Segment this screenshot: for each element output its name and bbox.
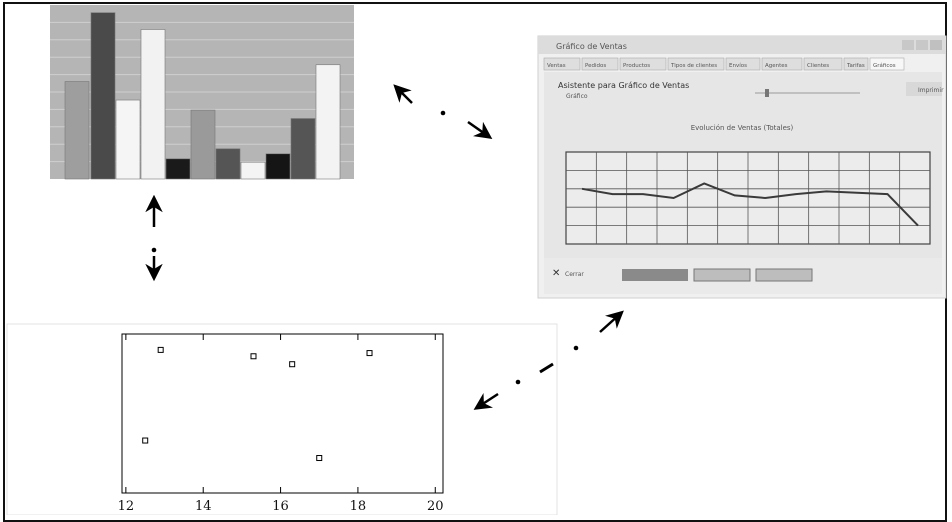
tab-label: Ventas — [547, 63, 566, 69]
close-window-button[interactable] — [930, 40, 942, 50]
bar-chart-thumbnail — [50, 5, 354, 180]
scatter-point — [366, 350, 373, 357]
bar — [64, 81, 90, 180]
tab-label: Pedidos — [585, 63, 606, 69]
window-controls — [902, 40, 942, 50]
scatter-point — [142, 437, 149, 444]
print-button-label: Imprimir — [918, 87, 944, 94]
bar — [115, 99, 141, 180]
arrow-to-bar-chart — [393, 84, 413, 104]
bar — [140, 29, 166, 180]
x-tick-label: 18 — [350, 499, 367, 514]
line-chart-title: Evolución de Ventas (Totales) — [691, 124, 794, 132]
window-heading: Asistente para Gráfico de Ventas — [558, 81, 689, 90]
tab-label: Agentes — [765, 63, 788, 69]
maximize-button[interactable] — [916, 40, 928, 50]
scatter-points — [142, 346, 373, 462]
tab[interactable] — [761, 57, 803, 71]
tab[interactable] — [843, 57, 869, 71]
tab-label: Clientes — [807, 63, 829, 69]
tab[interactable] — [803, 57, 843, 71]
tab[interactable] — [581, 57, 619, 71]
bar — [265, 153, 291, 180]
arrow-dot — [440, 110, 446, 116]
bar — [240, 161, 266, 180]
scatter-x-axis: 12 14 16 18 20 — [118, 334, 444, 514]
x-tick-label: 20 — [427, 499, 444, 514]
bar — [290, 118, 316, 180]
minimize-button[interactable] — [902, 40, 914, 50]
tab-label: Envíos — [729, 62, 747, 69]
bar-chart-bars — [64, 12, 341, 180]
x-tick-label: 14 — [195, 499, 212, 514]
arrow-dot-vertical — [151, 247, 157, 253]
bar — [315, 64, 341, 180]
tab[interactable] — [619, 57, 667, 71]
arrow-dot-lower-1 — [573, 345, 579, 351]
zoom-slider-thumb[interactable] — [765, 89, 769, 97]
tab[interactable] — [869, 57, 905, 71]
line-chart-grid — [566, 152, 930, 244]
tab-label: Productos — [623, 63, 650, 69]
bar — [190, 109, 216, 180]
tab[interactable] — [667, 57, 725, 71]
scatter-chart: 12 14 16 18 20 — [6, 323, 558, 515]
scatter-plot-area — [121, 333, 444, 494]
footer-select-2[interactable] — [693, 268, 751, 282]
window-title: Gráfico de Ventas — [556, 42, 627, 51]
arrows — [145, 84, 624, 410]
tab-label: Tipos de clientes — [670, 63, 717, 69]
footer-select-3[interactable] — [755, 268, 813, 282]
bar — [165, 158, 191, 180]
close-x-icon[interactable]: ✕ — [552, 268, 560, 279]
sales-window-thumbnail: Gráfico de Ventas Ventas Pedidos Productos… — [537, 35, 947, 299]
bar — [90, 12, 116, 180]
arrow-to-window — [467, 120, 493, 140]
arrow-to-window-lower — [599, 310, 624, 333]
x-tick-label: 16 — [272, 499, 289, 514]
arrow-dot-lower-2 — [515, 379, 521, 385]
bar — [215, 148, 241, 180]
scatter-point — [289, 361, 296, 368]
sales-line — [581, 182, 919, 227]
tab-label: Tarifas — [846, 63, 865, 69]
scatter-point — [157, 346, 164, 353]
close-button-label[interactable]: Cerrar — [565, 271, 584, 278]
tab[interactable] — [543, 57, 581, 71]
print-button[interactable] — [906, 82, 942, 96]
arrow-to-scatter — [473, 392, 499, 410]
scatter-point — [250, 353, 257, 360]
footer-select-1[interactable] — [622, 269, 688, 281]
line-chart-series — [581, 182, 919, 227]
scatter-point — [316, 455, 323, 462]
tab[interactable] — [725, 57, 761, 71]
window-tabs: Ventas Pedidos Productos Tipos de clientes E… — [543, 57, 905, 71]
window-titlebar — [538, 36, 946, 54]
tab-label: Gráficos — [873, 62, 896, 69]
arrow-dash — [539, 362, 554, 374]
x-tick-label: 12 — [118, 499, 135, 514]
window-subheading: Gráfico — [566, 93, 588, 100]
